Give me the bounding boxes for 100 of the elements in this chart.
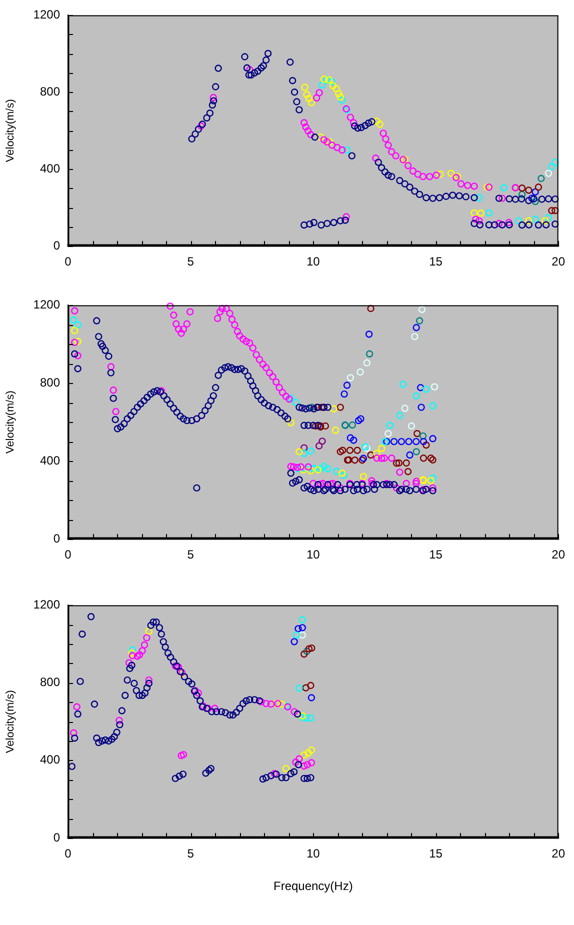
point (402, 459, 410, 467)
x-tick-label: 5 (187, 254, 194, 269)
point (125, 659, 133, 666)
point (145, 676, 153, 684)
point (416, 317, 424, 324)
point (515, 217, 522, 224)
point (418, 404, 425, 411)
point (308, 644, 316, 652)
point (470, 209, 478, 217)
point (298, 616, 306, 624)
point (426, 172, 434, 180)
point (298, 624, 306, 632)
point (336, 404, 344, 411)
point (346, 374, 354, 382)
point (365, 330, 373, 338)
point (429, 456, 436, 464)
point (350, 436, 358, 444)
y-axis-title: Velocity(m/s) (4, 690, 17, 754)
x-tick-label: 15 (429, 254, 443, 269)
point (336, 448, 344, 456)
point (320, 462, 328, 470)
point (74, 321, 82, 328)
point (134, 652, 141, 660)
point (267, 700, 275, 708)
point (357, 415, 364, 422)
point (315, 442, 323, 450)
point (548, 207, 556, 214)
point (308, 98, 316, 106)
point (505, 218, 512, 226)
point (305, 645, 313, 652)
point (367, 304, 374, 312)
point (534, 184, 542, 191)
point (136, 651, 144, 658)
point (324, 138, 331, 146)
point (395, 459, 403, 467)
x-tick-label: 20 (552, 548, 566, 562)
y-tick-label: 800 (40, 375, 60, 390)
point (316, 134, 324, 141)
point (304, 749, 312, 757)
point (427, 454, 434, 462)
x-tick-label: 10 (306, 846, 320, 861)
point (427, 476, 434, 484)
y-tick-label: 1200 (33, 298, 60, 312)
point (398, 438, 406, 446)
point (308, 759, 316, 766)
point (116, 716, 123, 724)
point (330, 405, 338, 412)
point (392, 152, 400, 160)
point (412, 438, 420, 446)
point (318, 404, 326, 411)
point (351, 456, 358, 464)
point (354, 416, 362, 424)
y-tick-label: 0 (53, 830, 60, 844)
x-tick-label: 15 (429, 846, 443, 861)
point (302, 123, 310, 131)
point (335, 90, 342, 98)
point (329, 82, 337, 90)
point (373, 450, 380, 458)
point (500, 184, 508, 192)
y-axis-title: Velocity(m/s) (4, 390, 17, 454)
point (366, 350, 374, 358)
point (338, 446, 346, 454)
point (378, 444, 386, 452)
point (332, 85, 340, 92)
point (312, 422, 320, 430)
point (477, 210, 484, 217)
point (367, 451, 374, 459)
point (320, 76, 328, 83)
point (346, 114, 354, 121)
point (485, 209, 493, 217)
point (404, 468, 412, 476)
point (525, 217, 532, 224)
point (436, 170, 444, 178)
y-tick-label: 1200 (33, 598, 60, 612)
x-tick-label: 0 (64, 846, 72, 861)
y-tick-label: 0 (53, 531, 60, 546)
point (544, 170, 552, 177)
point (470, 182, 478, 190)
point (304, 127, 312, 134)
point (348, 421, 356, 429)
x-tick-label: 20 (552, 846, 566, 861)
point (307, 714, 314, 722)
point (429, 435, 436, 442)
y-tick-label: 400 (40, 453, 60, 468)
point (296, 448, 303, 456)
point (532, 188, 539, 196)
point (388, 148, 396, 156)
point (71, 326, 78, 334)
point (336, 93, 344, 101)
point (544, 214, 552, 222)
point (300, 466, 307, 474)
point (178, 752, 185, 760)
point (301, 84, 308, 91)
point (128, 650, 136, 657)
point (518, 190, 526, 198)
point (384, 430, 392, 438)
point (412, 448, 420, 456)
point (457, 180, 465, 188)
point (332, 426, 340, 434)
point (300, 762, 308, 770)
